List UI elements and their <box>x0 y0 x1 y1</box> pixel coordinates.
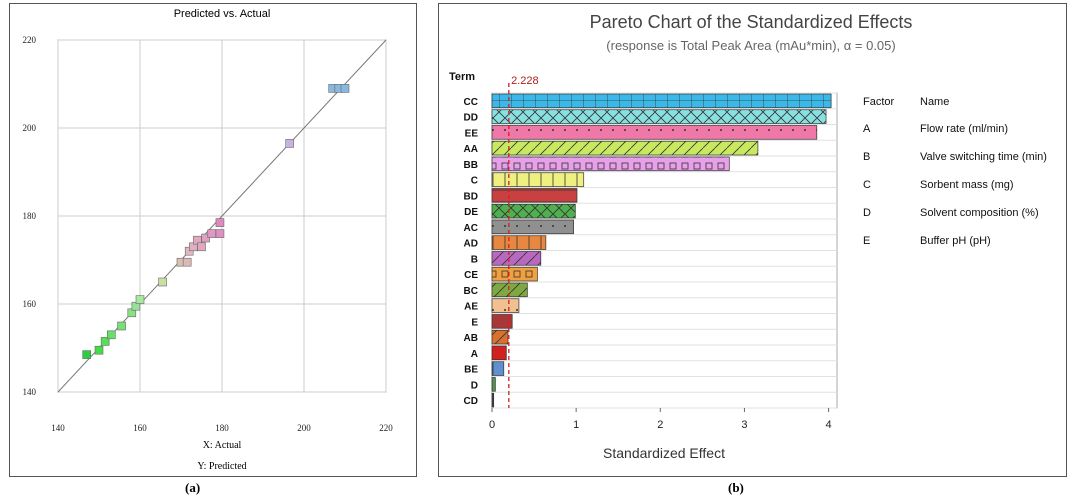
pareto-bar <box>491 251 542 266</box>
pareto-term-label: CE <box>464 270 478 281</box>
caption-a: (a) <box>185 480 201 495</box>
pareto-bar <box>491 219 574 235</box>
chart-a-ylabel: Y: Predicted <box>197 461 246 472</box>
x-tick-label: 200 <box>297 423 311 433</box>
scatter-point <box>107 330 116 340</box>
pareto-term-label: CC <box>464 97 478 108</box>
scatter-point <box>340 84 350 93</box>
legend-factor: E <box>863 235 870 247</box>
scatter-point <box>215 229 225 238</box>
scatter-point <box>215 218 225 227</box>
pareto-bar <box>491 203 576 219</box>
y-tick-label: 200 <box>23 123 37 133</box>
legend-factor: D <box>863 207 871 219</box>
legend-name: Flow rate (ml/min) <box>920 123 1008 135</box>
pareto-x-tick-label: 0 <box>489 419 495 431</box>
legend-factor: B <box>863 151 870 163</box>
x-tick-label: 140 <box>51 423 65 433</box>
pareto-x-tick-label: 1 <box>573 419 579 431</box>
pareto-ylabel: Term <box>449 71 475 83</box>
scatter-point <box>207 229 217 238</box>
pareto-term-label: CD <box>464 396 478 407</box>
pareto-chart: CCDDEEAABBCBDDEACADBCEBCAEEABABEDCD2.228… <box>449 12 1047 461</box>
y-tick-label: 220 <box>23 35 37 45</box>
pareto-term-label: BB <box>464 160 478 171</box>
predicted-vs-actual-chart: 140 140 160 160 180 180 200 200 220 220 Predicted … <box>23 8 394 472</box>
pareto-term-label: AB <box>464 333 478 344</box>
pareto-x-tick-label: 3 <box>741 419 747 431</box>
pareto-bar <box>491 125 818 140</box>
pareto-term-label: A <box>471 349 478 360</box>
pareto-term-label: BD <box>464 191 478 202</box>
pareto-term-label: AA <box>464 144 478 155</box>
scatter-point <box>82 350 91 359</box>
pareto-term-label: DE <box>464 207 478 218</box>
pareto-term-label: E <box>471 317 478 328</box>
scatter-point <box>158 277 167 287</box>
scatter-point <box>100 337 110 346</box>
pareto-bar <box>491 156 730 172</box>
pareto-bar <box>491 361 505 376</box>
pareto-bar <box>491 172 585 187</box>
chart-a-xlabel: X: Actual <box>203 440 242 451</box>
pareto-bar <box>491 109 827 124</box>
legend-factor: C <box>863 179 871 191</box>
pareto-bar <box>491 140 759 156</box>
pareto-term-label: AC <box>464 223 478 234</box>
pareto-term-label: DD <box>464 113 478 124</box>
pareto-title: Pareto Chart of the Standardized Effects <box>590 12 913 32</box>
x-tick-label: 160 <box>133 423 147 433</box>
pareto-term-label: BC <box>464 286 478 297</box>
pareto-term-label: EE <box>465 128 479 139</box>
caption-b: (b) <box>728 480 744 495</box>
scatter-point <box>285 139 294 148</box>
pareto-term-label: BE <box>464 365 478 376</box>
predicted-vs-actual-panel: 140 140 160 160 180 180 200 200 220 220 Predicted … <box>9 3 417 477</box>
pareto-bar <box>491 314 513 329</box>
scatter-point <box>201 233 210 243</box>
scatter-point <box>94 345 104 355</box>
pareto-bar <box>491 282 528 298</box>
pareto-panel: CC DD EE AA BB C BD DE AC AD B CE BC AE E AB A BE D CD 2.228… <box>438 3 1067 477</box>
pareto-x-tick-label: 2 <box>657 419 663 431</box>
x-tick-label: 220 <box>379 423 393 433</box>
reference-label: 2.228 <box>511 75 539 87</box>
pareto-bar <box>491 345 507 361</box>
legend-header-name: Name <box>920 96 949 108</box>
pareto-bar <box>491 188 578 203</box>
pareto-term-label: B <box>471 254 478 265</box>
legend-name: Valve switching time (min) <box>920 151 1047 163</box>
chart-a-title: Predicted vs. Actual <box>174 8 271 20</box>
pareto-bar <box>491 298 520 313</box>
x-tick-label: 180 <box>215 423 229 433</box>
scatter-point <box>135 295 145 304</box>
scatter-point <box>197 242 206 252</box>
pareto-x-tick-label: 4 <box>826 419 832 431</box>
pareto-bar <box>491 235 547 250</box>
pareto-bar <box>491 377 496 392</box>
legend-name: Sorbent mass (mg) <box>920 179 1014 191</box>
y-tick-label: 180 <box>23 211 37 221</box>
pareto-subtitle: (response is Total Peak Area (mAu*min), … <box>606 38 895 53</box>
legend-header-factor: Factor <box>863 96 895 108</box>
pareto-term-label: AE <box>464 302 478 313</box>
pareto-bar <box>491 266 538 282</box>
pareto-bar <box>491 392 495 408</box>
pareto-bar <box>491 329 509 345</box>
legend-factor: A <box>863 123 871 135</box>
pareto-bar <box>491 93 832 109</box>
y-tick-label: 140 <box>23 387 37 397</box>
legend-name: Buffer pH (pH) <box>920 235 991 247</box>
scatter-point <box>117 321 126 331</box>
pareto-xlabel: Standardized Effect <box>603 445 725 461</box>
legend-name: Solvent composition (%) <box>920 207 1039 219</box>
pareto-term-label: D <box>471 380 478 391</box>
y-tick-label: 160 <box>23 299 37 309</box>
pareto-term-label: C <box>471 176 478 187</box>
pareto-term-label: AD <box>464 239 478 250</box>
scatter-point <box>182 257 192 267</box>
